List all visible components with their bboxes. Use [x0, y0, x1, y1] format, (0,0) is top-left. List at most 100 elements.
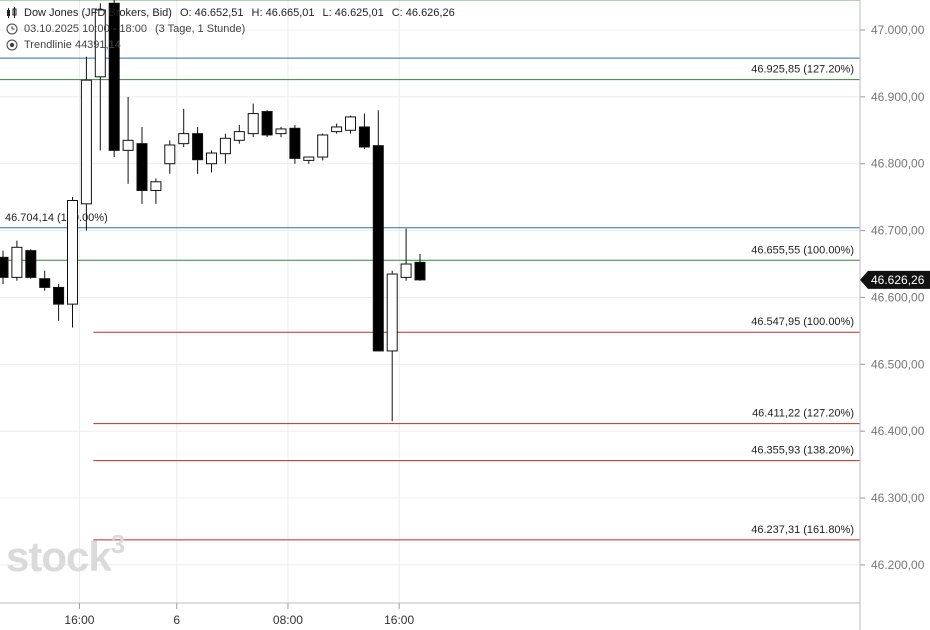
candle-down [261, 111, 273, 136]
current-price-tag: 46.626,26 [860, 270, 930, 289]
price-tag-label: 46.626,26 [871, 273, 925, 287]
candlestick-icon [6, 7, 18, 19]
x-tick-label: 16:00 [384, 613, 414, 627]
close-value: C: 46.626,26 [391, 7, 455, 19]
chart-info-panel: Dow Jones (JFD Brokers, Bid) O: 46.652,5… [6, 5, 455, 53]
candle [67, 197, 78, 328]
candle [247, 103, 259, 137]
y-tick-label: 46.800,00 [871, 157, 925, 171]
candle [219, 133, 231, 164]
candles [0, 0, 426, 422]
candle [25, 249, 37, 279]
candle [414, 253, 426, 281]
x-tick-label: 6 [173, 613, 180, 627]
level-label: 46.355,93 (138.20%) [751, 445, 854, 457]
y-tick-label: 47.000,00 [871, 23, 925, 37]
candle [11, 240, 23, 281]
trendline-text: Trendlinie 44391,14 [24, 39, 121, 51]
x-tick-label: 08:00 [273, 613, 303, 627]
candle-down [136, 143, 148, 191]
fib-levels: 46.925,85 (127.20%) 46.704,14 (100.00%) 46… [0, 0, 860, 541]
logo-sup: 3 [110, 529, 126, 559]
candle-down [414, 261, 426, 281]
candle-up [206, 152, 217, 165]
candle [317, 133, 329, 161]
candle [303, 156, 315, 164]
candle [331, 123, 343, 134]
level-label: 46.237,31 (161.80%) [751, 524, 854, 536]
candle-down [108, 2, 120, 151]
candle [164, 140, 176, 174]
y-tick-label: 46.600,00 [871, 290, 925, 304]
candle-up [94, 9, 106, 78]
candle-down [358, 126, 370, 148]
instrument-name: Dow Jones (JFD Brokers, Bid) [24, 7, 172, 19]
range-text: (3 Tage, 1 Stunde) [154, 23, 246, 35]
candle [192, 126, 204, 174]
y-tick-label: 46.700,00 [871, 224, 925, 238]
level-label: 46.704,14 (100.00%) [5, 212, 108, 224]
candle [150, 178, 162, 204]
candle [53, 284, 65, 321]
level-label: 46.655,55 (100.00%) [751, 244, 854, 256]
y-tick-label: 46.300,00 [871, 491, 925, 505]
candle [275, 126, 287, 137]
candle [261, 110, 273, 137]
candle-up [303, 156, 315, 161]
candle-up [164, 144, 176, 165]
trendline-row[interactable]: Trendlinie 44391,14 [6, 37, 455, 53]
candle-up [400, 263, 412, 278]
high-value: H: 46.665,01 [251, 7, 315, 19]
candle-up [247, 113, 259, 135]
candle-up [386, 273, 398, 352]
candle [289, 124, 301, 164]
candle-down [289, 127, 301, 159]
candle-down [0, 256, 9, 278]
candle [108, 0, 120, 158]
candle-up [219, 137, 231, 155]
low-value: L: 46.625,01 [322, 7, 384, 19]
y-tick-label: 46.500,00 [871, 357, 925, 371]
x-tick-label: 16:00 [64, 613, 94, 627]
candle-down [372, 145, 384, 352]
level-label: 46.547,95 (100.00%) [751, 316, 854, 328]
y-axis: 47.000,00 46.900,00 46.800,00 46.700,00 46.6… [859, 0, 930, 630]
y-tick-label: 46.200,00 [871, 558, 925, 572]
candle-up [275, 128, 287, 135]
open-value: O: 46.652,51 [179, 7, 244, 19]
candle-up [122, 139, 134, 151]
period-text: 03.10.2025 10:00 - 18:00 [24, 23, 147, 35]
candle-up [345, 116, 356, 131]
candle [122, 96, 134, 184]
candle [386, 270, 398, 422]
candle [94, 3, 106, 151]
y-tick-label: 46.900,00 [871, 90, 925, 104]
candle-down [39, 278, 51, 288]
candle-up [67, 199, 78, 305]
candle-up [150, 181, 162, 191]
candle [358, 113, 370, 150]
candle [80, 56, 92, 231]
x-axis: 16:00 6 08:00 16:00 [0, 602, 860, 627]
target-icon [6, 39, 18, 51]
candle [39, 270, 51, 291]
logo-text: stock [6, 533, 112, 580]
candle-down [53, 286, 65, 305]
stock3-logo: stock3 [6, 529, 125, 581]
candle [136, 126, 148, 204]
candle-up [317, 134, 329, 158]
candle-up [11, 246, 23, 278]
candle-up [80, 79, 92, 205]
candle [178, 108, 190, 148]
clock-icon [6, 23, 18, 35]
period-row: 03.10.2025 10:00 - 18:00 (3 Tage, 1 Stun… [6, 21, 455, 37]
level-label: 46.925,85 (127.20%) [751, 64, 854, 76]
price-tag-bg [860, 270, 930, 289]
candle [372, 110, 384, 352]
candle [345, 115, 356, 134]
candle-up [331, 126, 343, 133]
instrument-row: Dow Jones (JFD Brokers, Bid) O: 46.652,5… [6, 5, 455, 21]
candle-up [233, 131, 245, 141]
